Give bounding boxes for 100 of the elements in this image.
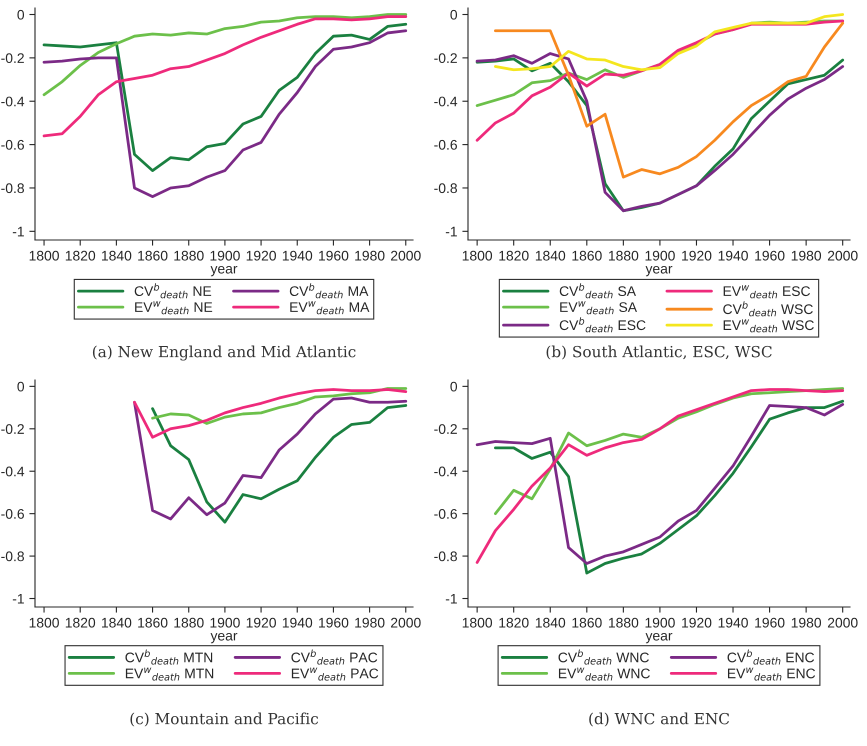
line-series xyxy=(151,387,408,425)
y-tick-label: -0.8 xyxy=(1,183,24,194)
y-tick-label: -0.4 xyxy=(1,96,24,106)
legend-label: EV$^{w}$$_{death}$ WSC xyxy=(724,319,814,332)
y-tick-label: -0.4 xyxy=(434,96,458,106)
x-tick-label: 1900 xyxy=(210,250,240,261)
x-tick-label: 1980 xyxy=(355,250,384,261)
x-tick-label: 1920 xyxy=(682,250,712,261)
legend-label: CV$^{b}$$_{death}$ NE xyxy=(134,283,212,298)
line-series xyxy=(42,15,408,138)
x-tick-label: 1900 xyxy=(210,618,240,628)
y-tick-label: -0.6 xyxy=(434,140,457,150)
legend-label: EV$^{w}$$_{death}$ NE xyxy=(135,301,212,314)
x-axis-title: year xyxy=(646,632,672,644)
x-tick-label: 1820 xyxy=(66,250,96,261)
x-tick-label: 2000 xyxy=(391,250,421,261)
x-tick-label: 1880 xyxy=(608,618,638,628)
y-tick-label: -0.2 xyxy=(434,53,457,64)
x-tick-label: 1800 xyxy=(462,618,492,628)
x-tick-label: 1860 xyxy=(138,618,168,628)
line-series xyxy=(42,29,408,198)
y-tick-label: -0.4 xyxy=(1,466,24,476)
x-tick-label: 1820 xyxy=(499,250,529,261)
x-tick-label: 1800 xyxy=(462,250,492,261)
legend-label: CV$^{b}$$_{death}$ WSC xyxy=(723,301,813,316)
line-series xyxy=(494,22,844,179)
text: (a) New England and Mid Atlantic xyxy=(92,346,356,361)
y-tick-label: -0.6 xyxy=(1,140,24,150)
x-tick-label: 1960 xyxy=(319,618,348,628)
x-tick-label: 1860 xyxy=(572,618,602,628)
legend-label: CV$^{b}$$_{death}$ ESC xyxy=(560,317,646,332)
text: (b) South Atlantic, ESC, WSC xyxy=(546,346,772,360)
legend-label: EV$^{w}$$_{death}$ ENC xyxy=(728,668,816,681)
x-tick-label: 1960 xyxy=(755,250,784,261)
x-tick-label: 2000 xyxy=(828,618,858,628)
x-tick-label: 1920 xyxy=(682,618,712,628)
x-tick-label: 1920 xyxy=(246,618,276,628)
y-tick-label: -1 xyxy=(12,226,24,236)
x-tick-label: 1920 xyxy=(246,250,276,261)
y-tick-label: 0 xyxy=(17,382,24,392)
x-tick-label: 1880 xyxy=(174,618,204,628)
y-tick-label: -0.8 xyxy=(434,183,457,194)
x-axis-title: year xyxy=(210,266,238,276)
y-tick-label: -0.6 xyxy=(434,508,457,519)
y-tick-label: -0.8 xyxy=(1,551,24,562)
legend-label: CV$^{b}$$_{death}$ WNC xyxy=(558,650,649,665)
x-tick-label: 1900 xyxy=(646,618,675,628)
line-series xyxy=(494,13,844,72)
legend-label: EV$^{w}$$_{death}$ ESC xyxy=(724,285,810,298)
x-tick-label: 1800 xyxy=(30,250,59,261)
y-tick-label: 0 xyxy=(17,10,24,20)
x-tick-label: 1860 xyxy=(572,250,602,261)
x-tick-label: 1880 xyxy=(608,250,638,261)
legend-label: CV$^{b}$$_{death}$ MTN xyxy=(125,650,212,665)
x-axis-title: year xyxy=(646,266,672,276)
x-tick-label: 1940 xyxy=(718,618,748,628)
text: (d) WNC and ENC xyxy=(589,712,730,727)
x-tick-label: 1980 xyxy=(792,250,822,261)
line-series xyxy=(42,22,408,172)
x-tick-label: 1960 xyxy=(319,250,348,261)
x-tick-label: 1940 xyxy=(282,250,312,261)
x-tick-label: 1960 xyxy=(755,618,784,628)
y-tick-label: -0.4 xyxy=(434,466,458,476)
legend-label: EV$^{w}$$_{death}$ WNC xyxy=(558,668,650,681)
x-tick-label: 2000 xyxy=(391,618,421,628)
text: (c) Mountain and Pacific xyxy=(130,712,318,727)
legend-label: EV$^{w}$$_{death}$ MTN xyxy=(126,668,214,681)
legend-label: CV$^{b}$$_{death}$ MA xyxy=(290,283,368,298)
line-series xyxy=(42,13,408,96)
y-tick-label: -0.2 xyxy=(1,424,24,434)
x-tick-label: 1980 xyxy=(355,618,384,628)
x-tick-label: 1840 xyxy=(536,250,566,261)
x-tick-label: 1820 xyxy=(66,618,96,628)
x-tick-label: 1860 xyxy=(138,250,168,261)
legend-label: EV$^{w}$$_{death}$ MA xyxy=(290,301,370,314)
x-tick-label: 1980 xyxy=(792,618,822,628)
x-tick-label: 1840 xyxy=(102,618,132,628)
x-tick-label: 1940 xyxy=(282,618,312,628)
y-tick-label: -0.2 xyxy=(434,424,457,434)
x-tick-label: 1880 xyxy=(174,250,204,261)
y-tick-label: -1 xyxy=(446,226,457,236)
y-tick-label: -0.8 xyxy=(434,551,457,562)
legend-label: CV$^{b}$$_{death}$ PAC xyxy=(291,650,378,665)
x-tick-label: 1800 xyxy=(30,618,59,628)
x-tick-label: 1900 xyxy=(646,250,675,261)
x-tick-label: 2000 xyxy=(828,250,858,261)
legend-label: EV$^{w}$$_{death}$ PAC xyxy=(292,668,378,681)
y-tick-label: -0.6 xyxy=(1,508,24,519)
y-tick-label: 0 xyxy=(450,10,458,20)
y-tick-label: -0.2 xyxy=(1,53,24,64)
y-tick-label: 0 xyxy=(450,382,458,392)
y-tick-label: -1 xyxy=(446,594,457,604)
line-series xyxy=(133,388,408,439)
legend-label: CV$^{b}$$_{death}$ ENC xyxy=(728,650,814,665)
legend-label: CV$^{b}$$_{death}$ SA xyxy=(560,283,636,298)
x-tick-label: 1840 xyxy=(536,618,566,628)
x-axis-title: year xyxy=(210,632,238,644)
x-tick-label: 1940 xyxy=(718,250,748,261)
x-tick-label: 1840 xyxy=(102,250,132,261)
legend-label: EV$^{w}$$_{death}$ SA xyxy=(560,301,638,314)
